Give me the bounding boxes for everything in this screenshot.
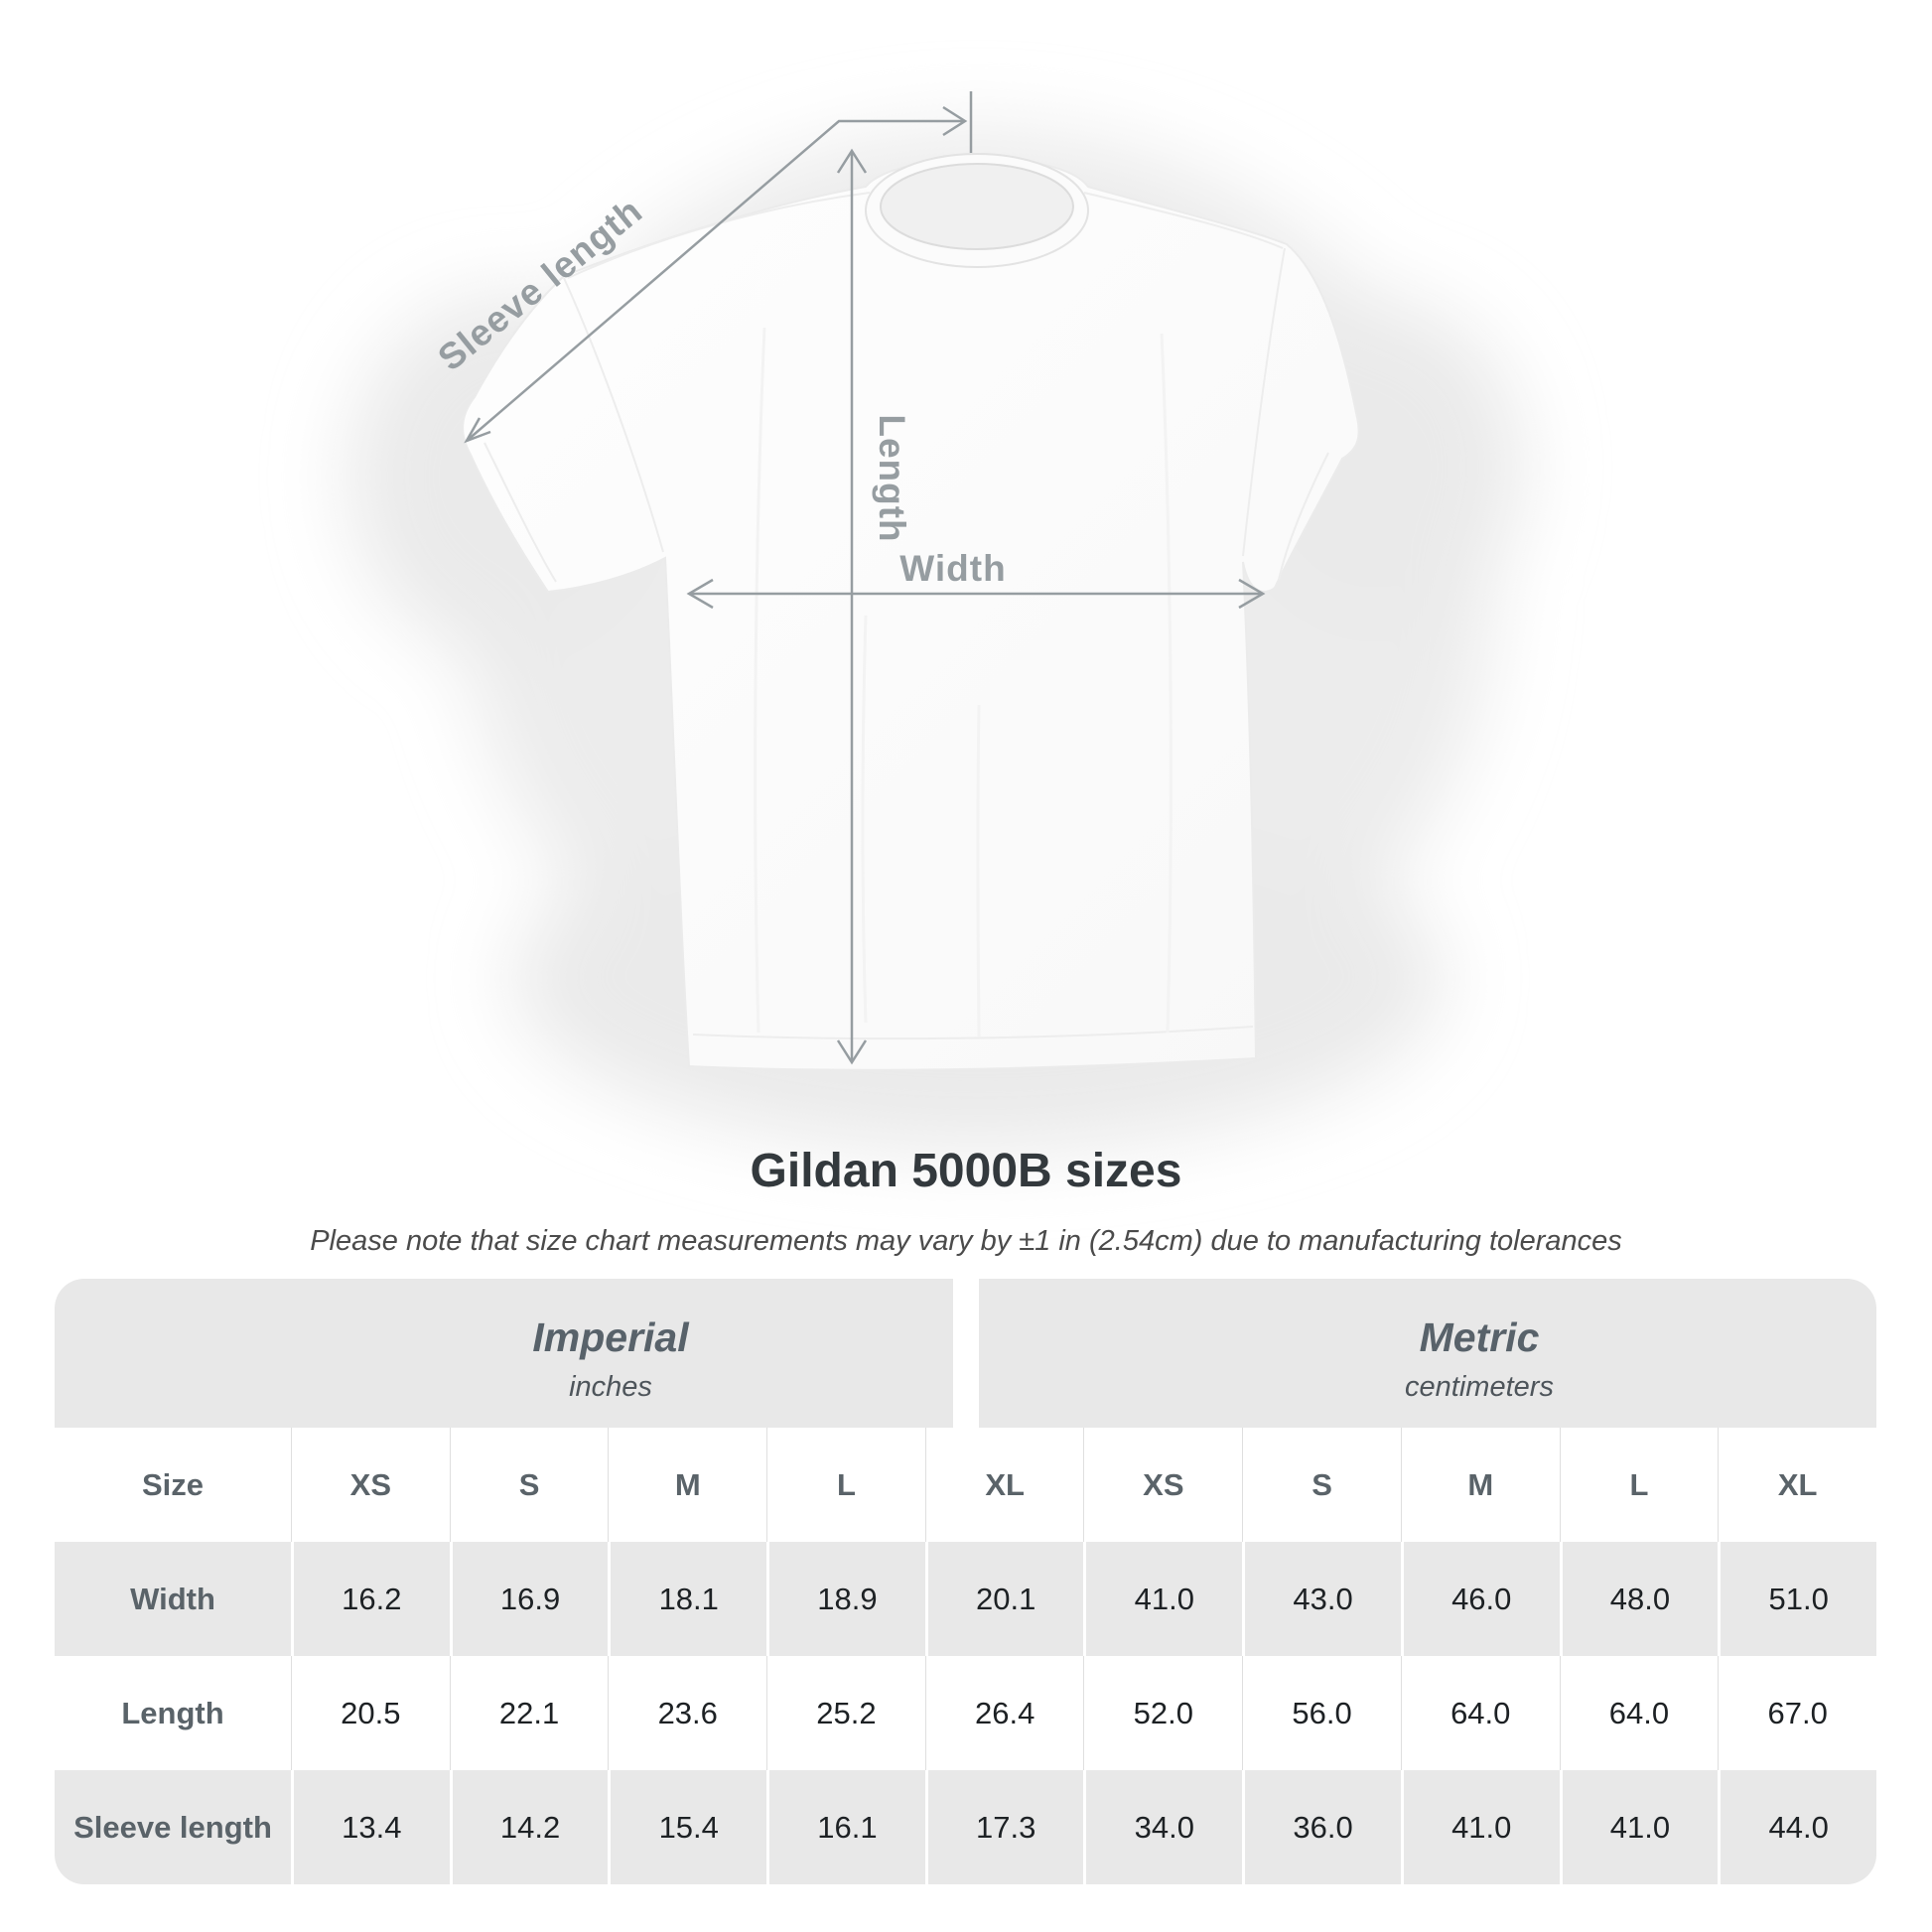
table-cell: 34.0	[1083, 1770, 1243, 1884]
table-cell: 51.0	[1718, 1542, 1876, 1656]
table-cell: 23.6	[608, 1656, 766, 1770]
column-header: XS	[1083, 1428, 1242, 1542]
column-header: S	[1242, 1428, 1401, 1542]
column-header: S	[449, 1428, 609, 1542]
imperial-title: Imperial	[532, 1314, 689, 1360]
length-bottom-arrowhead	[836, 1039, 868, 1065]
width-row: Width 16.2 16.9 18.1 18.9 20.1 41.0 43.0…	[55, 1542, 1876, 1656]
unit-header-band: Imperial inches Metric centimeters	[55, 1279, 1876, 1428]
table-cell: 16.2	[291, 1542, 450, 1656]
width-label: Width	[899, 548, 1006, 589]
row-label: Sleeve length	[55, 1770, 291, 1884]
table-cell: 26.4	[924, 1656, 1084, 1770]
sleeve-length-line	[466, 119, 965, 442]
column-header: XL	[924, 1428, 1084, 1542]
table-cell: 18.9	[766, 1542, 925, 1656]
table-cell: 41.0	[1559, 1770, 1719, 1884]
table-cell: 46.0	[1400, 1542, 1560, 1656]
table-cell: 41.0	[1083, 1542, 1243, 1656]
tshirt-illustration	[462, 153, 1360, 1071]
tshirt-body	[462, 157, 1360, 1071]
column-header: XS	[291, 1428, 450, 1542]
tshirt-seams	[483, 192, 1329, 1040]
table-cell: 20.5	[291, 1656, 450, 1770]
sleeve-length-row: Sleeve length 13.4 14.2 15.4 16.1 17.3 3…	[55, 1770, 1876, 1884]
table-cell: 44.0	[1718, 1770, 1876, 1884]
table-cell: 48.0	[1559, 1542, 1719, 1656]
table-cell: 56.0	[1242, 1656, 1401, 1770]
length-row: Length 20.5 22.1 23.6 25.2 26.4 52.0 56.…	[55, 1656, 1876, 1770]
metric-header: Metric centimeters	[1405, 1279, 1554, 1434]
table-cell: 41.0	[1400, 1770, 1560, 1884]
column-header: L	[1559, 1428, 1719, 1542]
metric-unit: centimeters	[1405, 1371, 1554, 1403]
length-top-arrowhead	[836, 148, 868, 174]
table-cell: 20.1	[924, 1542, 1084, 1656]
imperial-unit: inches	[569, 1371, 652, 1403]
tshirt-folds	[754, 327, 1173, 1037]
table-cell: 16.1	[766, 1770, 925, 1884]
length-label: Length	[872, 414, 912, 542]
row-label: Width	[55, 1542, 291, 1656]
table-cell: 17.3	[924, 1770, 1084, 1884]
table-cell: 36.0	[1242, 1770, 1401, 1884]
tshirt-measurement-diagram: Sleeve length Length Width	[347, 91, 1524, 1152]
measurement-annotations	[464, 91, 1266, 1065]
width-right-arrowhead	[1238, 578, 1266, 610]
column-header: XL	[1718, 1428, 1876, 1542]
table-cell: 67.0	[1718, 1656, 1876, 1770]
metric-title: Metric	[1419, 1314, 1540, 1360]
column-header: L	[766, 1428, 925, 1542]
table-cell: 13.4	[291, 1770, 450, 1884]
size-table: Imperial inches Metric centimeters Size …	[55, 1279, 1876, 1884]
table-cell: 43.0	[1242, 1542, 1401, 1656]
imperial-header: Imperial inches	[532, 1279, 688, 1434]
table-cell: 25.2	[766, 1656, 925, 1770]
table-cell: 18.1	[608, 1542, 767, 1656]
width-left-arrowhead	[686, 578, 714, 610]
collar-opening	[880, 163, 1074, 250]
table-cell: 64.0	[1559, 1656, 1719, 1770]
table-cell: 22.1	[449, 1656, 609, 1770]
sleeve-length-right-arrowhead	[942, 105, 968, 137]
table-cell: 15.4	[608, 1770, 767, 1884]
table-cell: 64.0	[1400, 1656, 1560, 1770]
column-header: M	[1400, 1428, 1560, 1542]
unit-header-divider	[952, 1279, 979, 1428]
table-cell: 52.0	[1083, 1656, 1242, 1770]
row-label: Length	[121, 1695, 224, 1730]
column-header-size: Size	[141, 1466, 205, 1502]
tolerance-note: Please note that size chart measurements…	[310, 1225, 1622, 1257]
column-header: M	[608, 1428, 766, 1542]
page-title: Gildan 5000B sizes	[750, 1145, 1182, 1197]
table-cell: 16.9	[449, 1542, 609, 1656]
size-header-row: Size XS S M L XL XS S M L XL	[55, 1428, 1876, 1542]
sleeve-length-arrowhead	[464, 417, 491, 444]
table-cell: 14.2	[449, 1770, 609, 1884]
